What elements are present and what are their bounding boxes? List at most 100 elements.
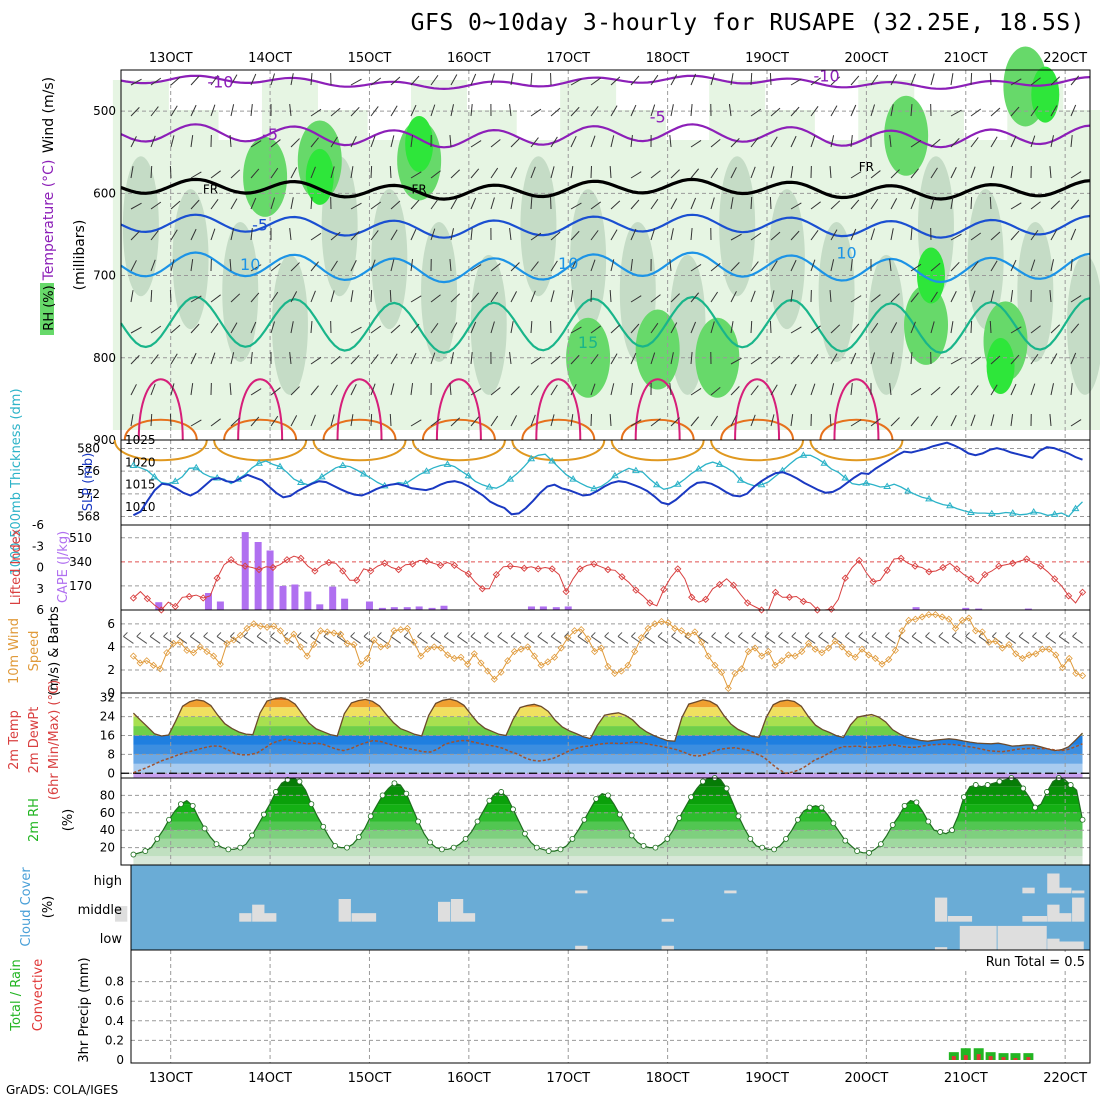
lifted-index-marker — [1009, 559, 1017, 567]
cape-bar — [291, 584, 299, 610]
wind-barb — [150, 230, 159, 241]
rh-axis-units: (%) — [61, 809, 76, 832]
thickness-marker — [820, 459, 829, 466]
surface-wind-barb — [497, 636, 509, 644]
wind-barb — [130, 166, 134, 179]
rh-band-mid — [570, 189, 607, 330]
wind-barb — [610, 76, 621, 86]
surface-wind-barb — [243, 636, 255, 644]
wind-barb — [1070, 104, 1077, 117]
wind-speed-marker — [564, 634, 572, 642]
rh-marker — [308, 801, 315, 807]
wind-barb — [470, 168, 480, 179]
wind-barb — [650, 352, 656, 365]
wind-barb — [850, 75, 860, 86]
rh-marker — [272, 789, 279, 795]
rh-marker — [154, 836, 161, 842]
rh-marker — [949, 827, 955, 834]
wind-speed-marker — [550, 653, 559, 661]
wind-barb — [130, 260, 137, 272]
rh-marker — [557, 846, 564, 853]
diurnal-isotherm — [113, 439, 208, 462]
surface-wind-barb — [885, 636, 896, 644]
wind-speed-marker — [323, 628, 331, 636]
surface-wind-barb-feather — [497, 632, 503, 637]
panel-frame — [120, 439, 1091, 526]
surface-wind-barb — [537, 636, 549, 644]
wind-barb — [930, 291, 938, 303]
wind-barb — [250, 168, 260, 179]
wind-barb — [390, 353, 398, 365]
wind-barb — [870, 294, 881, 303]
wind-barb — [770, 290, 775, 303]
wind-barb — [950, 385, 960, 396]
wind-speed-marker — [1038, 645, 1047, 653]
wind-barb — [950, 73, 954, 86]
cape-bar — [527, 606, 535, 610]
wind-barb — [230, 352, 235, 365]
wind-speed-marker — [697, 638, 706, 646]
wind-barb — [950, 261, 960, 272]
wind-barb — [250, 104, 253, 117]
wind-barb — [210, 352, 216, 365]
thickness-marker — [192, 463, 201, 471]
rh-marker — [344, 844, 350, 851]
thickness-marker — [527, 454, 536, 462]
wind-barb — [989, 196, 992, 210]
rh-marker — [545, 848, 552, 854]
wind-barb — [850, 259, 853, 272]
cape-axis-label: CAPE (J/kg) — [56, 531, 71, 603]
wind-barb — [510, 415, 517, 427]
wind-speed-marker — [230, 636, 238, 644]
wind-barb — [970, 356, 982, 365]
wind-barb — [130, 414, 134, 427]
wind-barb — [150, 325, 162, 334]
wind-barb — [970, 290, 976, 303]
surface-wind-barb-feather — [176, 632, 182, 637]
wind-barb — [530, 290, 536, 303]
wind-barb — [470, 140, 482, 148]
wind-speed-marker — [845, 650, 853, 658]
surface-wind-barb-feather — [270, 632, 275, 637]
surface-wind-barb — [1045, 636, 1057, 644]
wind-barb — [830, 324, 841, 334]
wind-speed-marker — [738, 665, 746, 673]
rh-marker — [403, 790, 410, 797]
wind-barbs — [130, 72, 1082, 427]
temp-tick-label: 8 — [107, 747, 115, 761]
cloud-cell — [450, 899, 464, 922]
wind-barb — [410, 171, 422, 179]
wind-barb — [670, 198, 678, 210]
precip-tick-label: 0.2 — [105, 1033, 124, 1047]
wind-barb — [470, 104, 473, 117]
lifted-index-marker — [171, 602, 179, 611]
thickness-tick-label: 568 — [77, 510, 100, 524]
wind-speed-marker — [744, 647, 752, 656]
wind-barb — [810, 354, 819, 365]
wind-barb — [370, 165, 373, 179]
wind-barb — [530, 356, 542, 365]
wind-barb — [570, 259, 577, 272]
wind-tick-label: 0 — [107, 686, 115, 700]
wind-speed-marker — [644, 624, 652, 633]
surface-wind-barb — [256, 636, 268, 644]
wind-barb — [710, 197, 715, 210]
wind-barb — [590, 383, 596, 396]
diurnal-isotherm — [620, 418, 695, 441]
wind-barb — [950, 137, 960, 148]
lifted-index-marker — [827, 605, 835, 613]
wind-barb — [449, 135, 452, 148]
wind-barb — [910, 263, 922, 272]
thickness-marker — [715, 460, 724, 467]
wind-barb — [389, 289, 392, 303]
wind-barb — [710, 167, 719, 179]
rh-band-mid — [470, 254, 507, 395]
wind-barb — [430, 170, 441, 179]
wind-speed-marker — [470, 650, 478, 658]
wind-barb — [510, 197, 514, 210]
cape-bar — [428, 607, 436, 610]
lifted-index-marker — [716, 580, 724, 589]
wind-barb — [310, 261, 319, 272]
diurnal-isotherm — [435, 378, 482, 441]
wind-speed-marker — [410, 638, 418, 646]
